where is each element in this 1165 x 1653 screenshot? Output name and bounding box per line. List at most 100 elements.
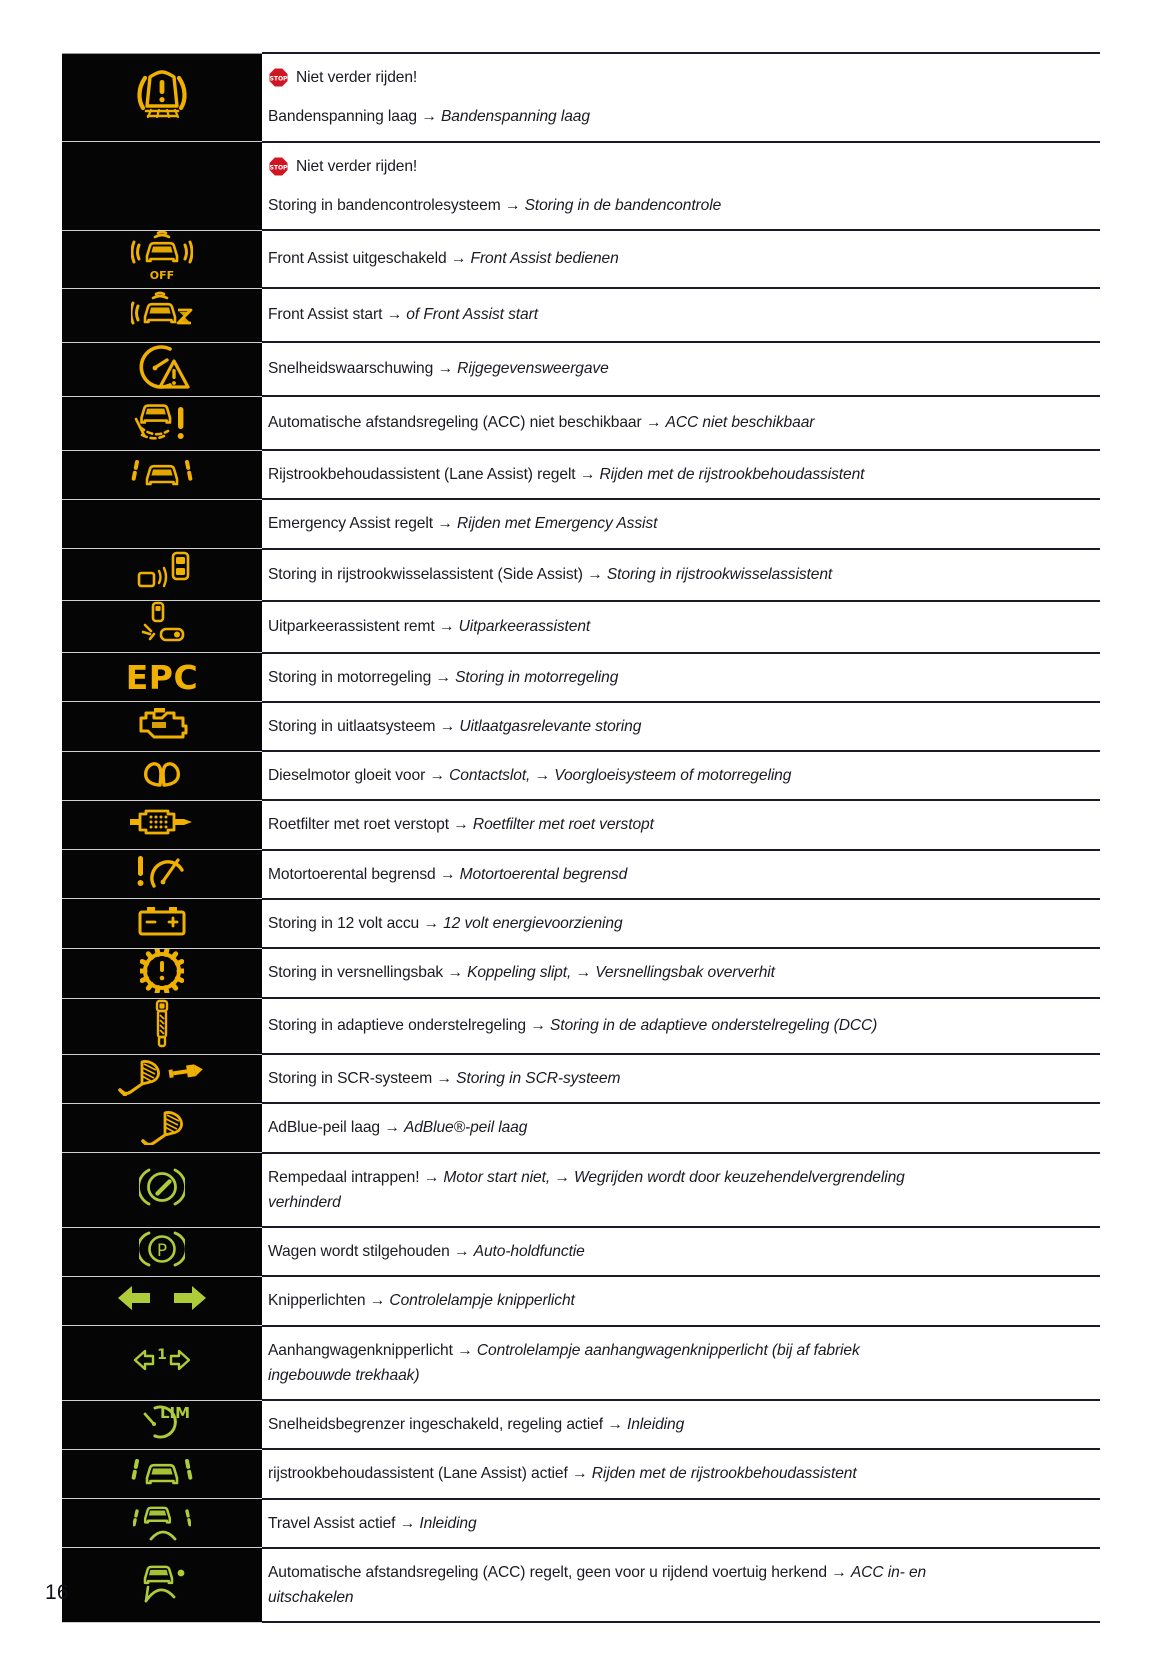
- arrow-icon: →: [399, 1514, 416, 1532]
- auto-hold-icon: P: [136, 1229, 188, 1269]
- row-description: Storing in motorregeling: [268, 668, 432, 686]
- row-reference[interactable]: Storing in rijstrookwisselassistent: [606, 565, 833, 583]
- warning-description-cell: Roetfilter met roet verstopt → Roetfilte…: [262, 799, 1100, 850]
- row-text-line: Storing in versnellingsbak → Koppeling s…: [268, 960, 1090, 985]
- table-row: 1 Aanhangwagenknipperlicht → Controlelamp…: [62, 1324, 1100, 1401]
- row-reference[interactable]: ACC niet beschikbaar: [665, 414, 815, 432]
- row-reference[interactable]: Rijden met de rijstrookbehoudassistent: [591, 1465, 857, 1483]
- epc-icon: EPC: [125, 657, 199, 697]
- row-reference[interactable]: Inleiding: [419, 1514, 477, 1532]
- row-description: Uitparkeerassistent remt: [268, 617, 435, 635]
- row-reference[interactable]: Rijden met Emergency Assist: [456, 515, 658, 533]
- table-row: Travel Assist actief → Inleiding: [62, 1497, 1100, 1549]
- stop-warning-line: STOP Niet verder rijden!: [268, 154, 1090, 179]
- row-reference[interactable]: Storing in SCR-systeem: [456, 1070, 621, 1087]
- warning-description-cell: Dieselmotor gloeit voor → Contactslot, →…: [262, 749, 1100, 801]
- stop-sign-icon: STOP: [268, 155, 289, 177]
- table-row: STOP Niet verder rijden! Bandenspanning la…: [62, 52, 1100, 142]
- row-description: Knipperlichten: [268, 1292, 366, 1310]
- row-reference[interactable]: ingebouwde trekhaak): [268, 1366, 420, 1384]
- turn-signal-icon: [116, 1282, 208, 1314]
- row-reference[interactable]: Rijden met de rijstrookbehoudassistent: [599, 466, 865, 483]
- row-description: Snelheidsbegrenzer ingeschakeld, regelin…: [268, 1416, 604, 1433]
- row-reference[interactable]: Controlelampje aanhangwagenknipperlicht …: [476, 1341, 860, 1359]
- table-row: Emergency Assist regelt → Rijden met Eme…: [62, 498, 1100, 550]
- table-row: Rempedaal intrappen! → Motor start niet,…: [62, 1151, 1100, 1228]
- row-reference[interactable]: Storing in de bandencontrole: [524, 196, 722, 214]
- warning-description-cell: Storing in SCR-systeem → Storing in SCR-…: [262, 1052, 1100, 1104]
- table-row: P Wagen wordt stilgehouden → Auto-holdfun…: [62, 1225, 1100, 1277]
- row-reference[interactable]: Storing in motorregeling: [455, 668, 619, 686]
- warning-description-cell: Snelheidswaarschuwing → Rijgegevensweerg…: [262, 341, 1100, 396]
- warning-light-cell: [62, 341, 262, 397]
- row-reference[interactable]: Rijgegevensweergave: [457, 360, 609, 378]
- table-row: Dieselmotor gloeit voor → Contactslot, →…: [62, 749, 1100, 801]
- warning-description-cell: Automatische afstandsregeling (ACC) rege…: [262, 1546, 1100, 1624]
- table-row: rijstrookbehoudassistent (Lane Assist) a…: [62, 1448, 1100, 1500]
- row-reference[interactable]: Motortoerental begrensd: [459, 865, 628, 883]
- table-row: Motortoerental begrensd → Motortoerental…: [62, 848, 1100, 900]
- row-reference[interactable]: Controlelampje knipperlicht: [389, 1292, 575, 1310]
- row-reference[interactable]: Auto-holdfunctie: [473, 1243, 585, 1260]
- arrow-icon: →: [453, 816, 469, 834]
- row-description: Storing in rijstrookwisselassistent (Sid…: [268, 565, 583, 583]
- table-row: Storing in uitlaatsysteem → Uitlaatgasre…: [62, 700, 1100, 752]
- warning-light-cell: [62, 395, 262, 451]
- arrow-icon: →: [438, 617, 455, 635]
- row-text-line: Automatische afstandsregeling (ACC) niet…: [268, 410, 1090, 435]
- table-row: Automatische afstandsregeling (ACC) rege…: [62, 1546, 1100, 1624]
- table-row: STOP Niet verder rijden! Storing in banden…: [62, 140, 1100, 231]
- row-reference[interactable]: verhinderd: [268, 1193, 341, 1211]
- row-reference[interactable]: ACC in- en: [850, 1563, 927, 1581]
- svg-text:OFF: OFF: [150, 269, 174, 282]
- row-text-line: Storing in adaptieve onderstelregeling →…: [268, 1013, 1090, 1038]
- row-text-line: Aanhangwagenknipperlicht → Controlelampj…: [268, 1338, 1090, 1363]
- arrow-icon: →: [607, 1416, 623, 1433]
- row-reference[interactable]: Roetfilter met roet verstopt: [472, 816, 654, 834]
- table-row: Storing in adaptieve onderstelregeling →…: [62, 997, 1100, 1055]
- row-reference[interactable]: Front Assist bedienen: [470, 250, 619, 268]
- row-description: Bandenspanning laag: [268, 108, 417, 126]
- warning-description-cell: Storing in motorregeling → Storing in mo…: [262, 651, 1100, 702]
- row-reference[interactable]: Uitparkeerassistent: [458, 617, 591, 635]
- row-text-line: AdBlue-peil laag → AdBlue®-peil laag: [268, 1115, 1090, 1140]
- row-reference[interactable]: Versnellingsbak oververhit: [595, 964, 775, 982]
- row-text-line: Storing in bandencontrolesysteem → Stori…: [268, 193, 1090, 218]
- table-row: LIM Snelheidsbegrenzer ingeschakeld, rege…: [62, 1398, 1100, 1450]
- row-reference[interactable]: Motor start niet,: [443, 1168, 551, 1186]
- row-reference[interactable]: Voorgloeisysteem of motorregeling: [554, 767, 792, 784]
- row-reference[interactable]: Bandenspanning laag: [440, 108, 590, 126]
- warning-description-cell: Rempedaal intrappen! → Motor start niet,…: [262, 1151, 1100, 1227]
- arrow-icon: →: [369, 1292, 386, 1310]
- row-description: rijstrookbehoudassistent (Lane Assist) a…: [268, 1465, 568, 1483]
- row-reference[interactable]: 12 volt energievoorziening: [443, 914, 623, 932]
- arrow-icon: →: [423, 914, 439, 932]
- warning-light-cell: [62, 701, 262, 752]
- row-description: Storing in versnellingsbak: [268, 964, 444, 982]
- row-description: Storing in uitlaatsysteem: [268, 717, 436, 735]
- row-reference[interactable]: Koppeling slipt,: [467, 964, 572, 982]
- warning-light-cell: [62, 750, 262, 801]
- row-text-line: Rempedaal intrappen! → Motor start niet,…: [268, 1165, 1090, 1190]
- row-text-line: Front Assist start → of Front Assist sta…: [268, 302, 1090, 327]
- stop-warning-text: Niet verder rijden!: [296, 157, 418, 175]
- engine-rpm-limited-icon: [134, 852, 190, 892]
- row-reference[interactable]: Inleiding: [627, 1416, 685, 1433]
- row-reference[interactable]: Contactslot,: [449, 767, 531, 784]
- row-reference[interactable]: Wegrijden wordt door keuzehendelvergrend…: [574, 1168, 905, 1186]
- tire-pressure-icon: [133, 70, 191, 120]
- row-reference[interactable]: uitschakelen: [268, 1589, 354, 1606]
- table-row: Rijstrookbehoudassistent (Lane Assist) r…: [62, 448, 1100, 500]
- warning-light-cell: [62, 1547, 262, 1623]
- row-text-line: Knipperlichten → Controlelampje knipperl…: [268, 1288, 1090, 1313]
- row-reference[interactable]: Storing in de adaptieve onderstelregelin…: [549, 1017, 878, 1035]
- row-reference[interactable]: AdBlue®-peil laag: [403, 1119, 528, 1137]
- stop-warning-line: STOP Niet verder rijden!: [268, 65, 1090, 90]
- warning-light-cell: [62, 1497, 262, 1549]
- table-row: OFF Front Assist uitgeschakeld → Front As…: [62, 229, 1100, 289]
- row-reference[interactable]: of Front Assist start: [406, 306, 538, 324]
- row-reference[interactable]: Uitlaatgasrelevante storing: [459, 717, 642, 735]
- row-text-line: Storing in motorregeling → Storing in mo…: [268, 665, 1090, 690]
- warning-light-cell: [62, 548, 262, 601]
- shock-absorber-icon: [149, 999, 175, 1049]
